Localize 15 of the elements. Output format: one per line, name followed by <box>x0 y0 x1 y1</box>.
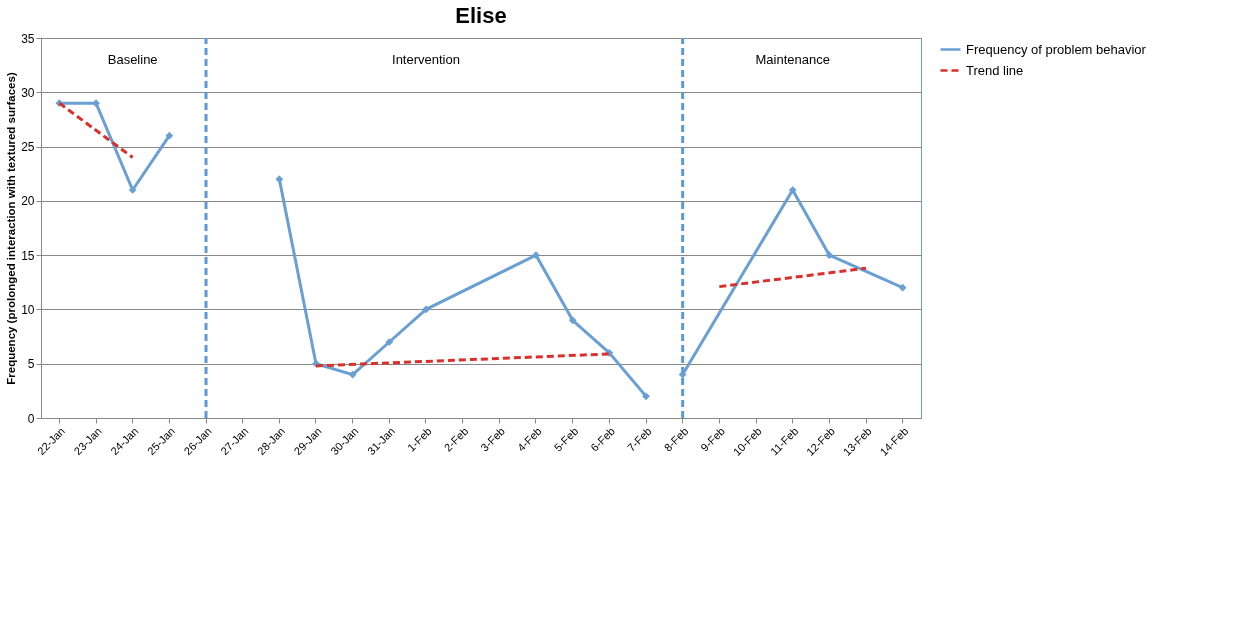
y-tick-label: 5 <box>27 357 35 372</box>
y-axis-title: Frequency (prolonged interaction with textured surfaces) <box>5 72 18 385</box>
legend-label: Trend line <box>966 62 1024 78</box>
y-tick-label: 25 <box>21 140 35 155</box>
annotation: Baseline <box>107 52 158 67</box>
y-tick-label: 0 <box>27 411 35 426</box>
legend-label: Frequency of problem behavior <box>966 41 1147 57</box>
annotation: Intervention <box>392 52 460 67</box>
chart-title: Elise <box>455 3 507 28</box>
y-tick-label: 35 <box>21 31 35 46</box>
y-tick-label: 20 <box>21 194 35 209</box>
annotation: Maintenance <box>755 52 830 67</box>
y-tick-label: 30 <box>21 85 35 100</box>
y-tick-label: 15 <box>21 248 35 263</box>
y-tick-label: 10 <box>21 302 35 317</box>
